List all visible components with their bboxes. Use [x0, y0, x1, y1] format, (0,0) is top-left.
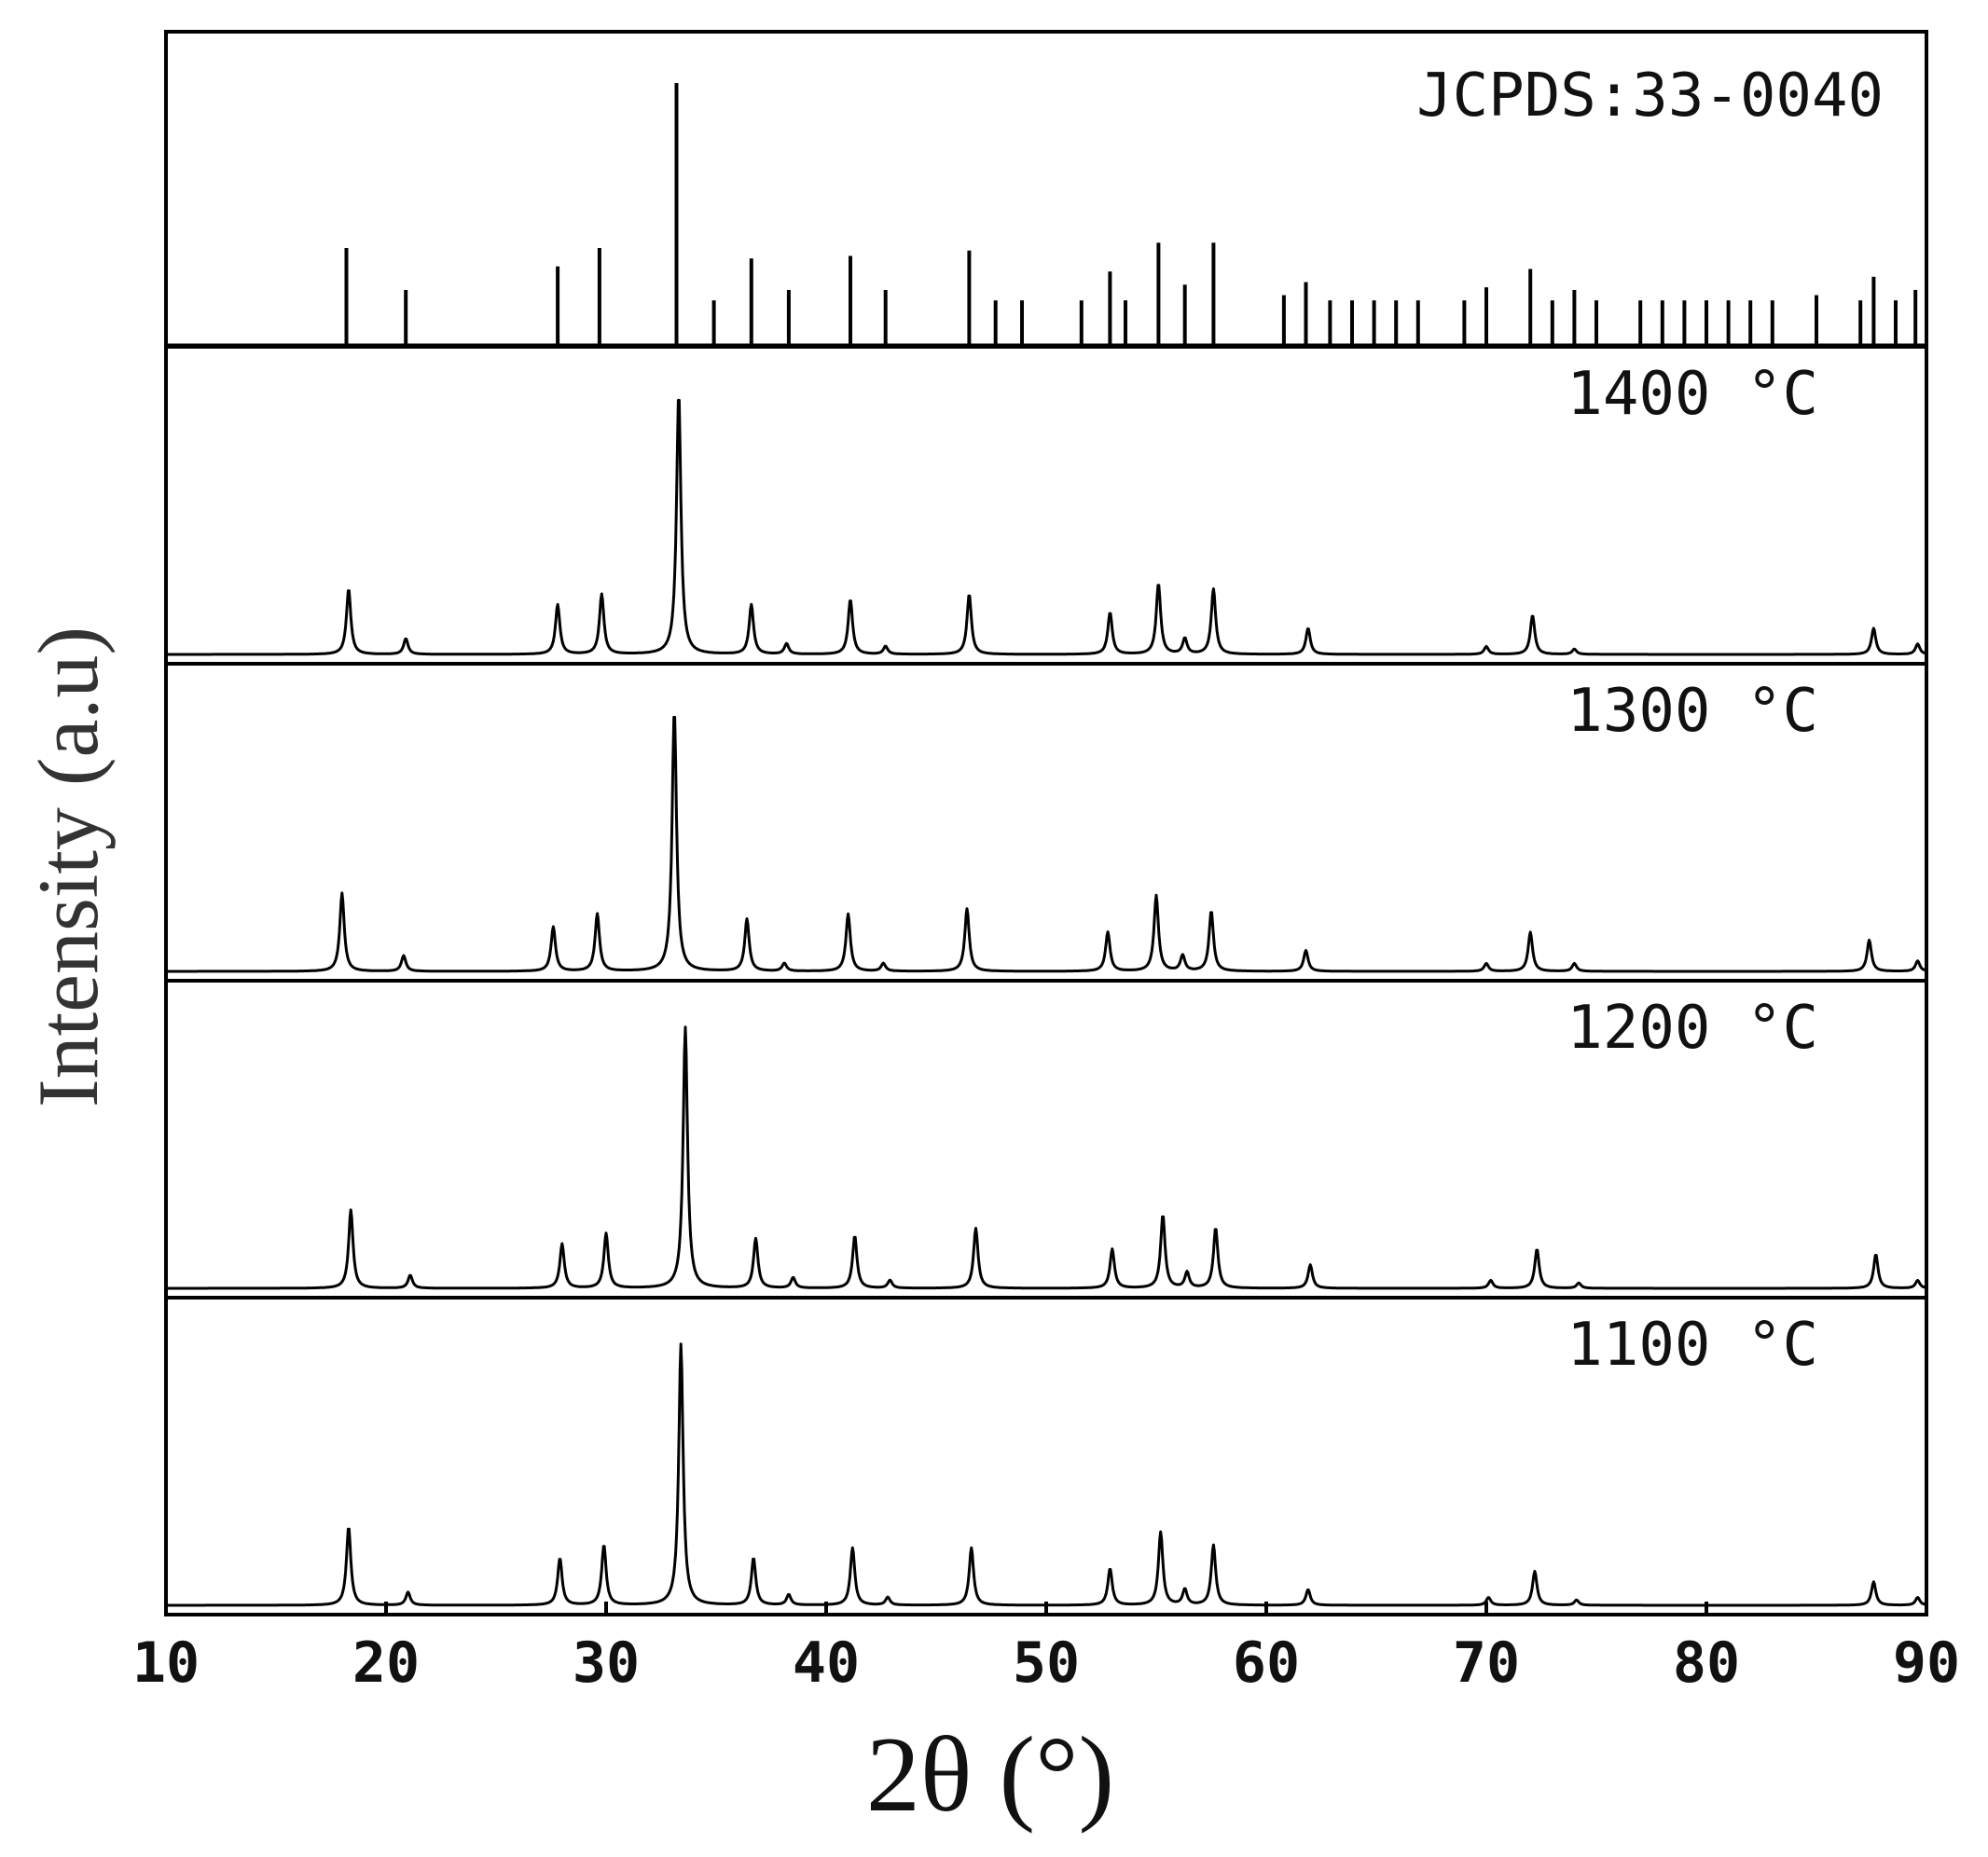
panel-series-1: 1400 °C [165, 360, 1927, 656]
xrd-trace-series-2 [165, 715, 1927, 973]
panel-label-series-4: 1100 °C [1567, 1311, 1818, 1380]
x-tick-label: 80 [1673, 1630, 1740, 1696]
x-tick-label: 60 [1233, 1630, 1300, 1696]
x-tick-label: 70 [1453, 1630, 1520, 1696]
panel-label-series-2: 1300 °C [1567, 677, 1818, 746]
panel-reference: JCPDS:33-0040 [166, 62, 1926, 347]
xrd-trace-series-1 [165, 398, 1927, 656]
x-tick-label: 50 [1013, 1630, 1080, 1696]
y-axis-label: Intensity (a.u) [21, 626, 116, 1107]
x-axis: 10 20 30 40 50 60 70 80 90 [132, 1602, 1960, 1696]
x-tick-label: 40 [793, 1630, 860, 1696]
x-tick-label: 30 [573, 1630, 640, 1696]
xrd-trace-series-3 [165, 1025, 1927, 1290]
panel-series-3: 1200 °C [165, 994, 1927, 1290]
x-tick-label: 10 [132, 1630, 200, 1696]
panel-label-series-3: 1200 °C [1567, 994, 1818, 1063]
panel-label-series-1: 1400 °C [1567, 360, 1818, 429]
x-tick-label: 90 [1893, 1630, 1960, 1696]
x-axis-label: 2θ (°) [866, 1715, 1114, 1835]
panel-series-2: 1300 °C [165, 677, 1927, 973]
x-tick-label: 20 [352, 1630, 420, 1696]
panel-label-reference: JCPDS:33-0040 [1416, 62, 1884, 131]
chart-panels: JCPDS:33-0040 1400 °C 1300 °C 1200 °C 1100 °… [164, 30, 1928, 1616]
